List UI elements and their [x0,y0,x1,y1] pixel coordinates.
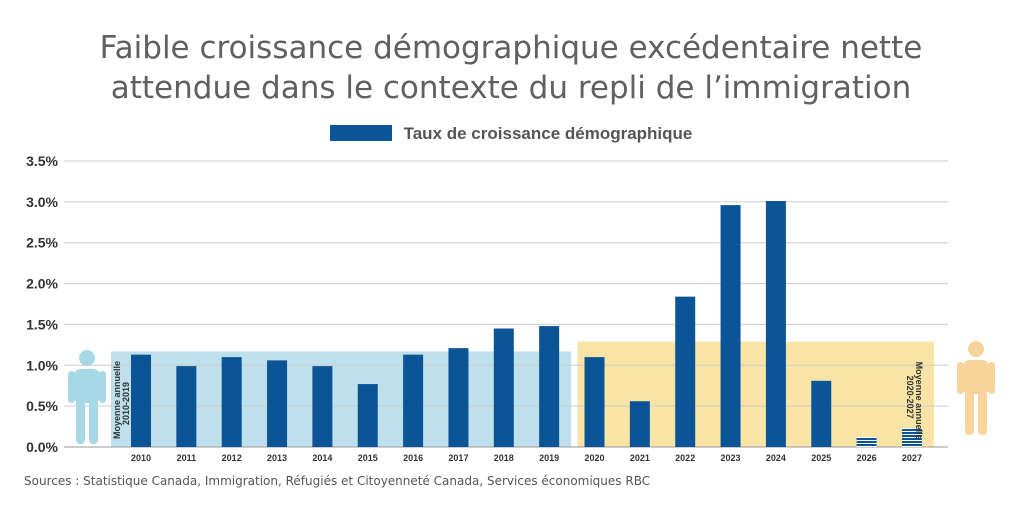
bar-2020 [584,357,605,447]
x-tick-label: 2026 [857,453,877,463]
y-tick-label: 0.5% [26,398,58,414]
person-arm-right [988,362,995,394]
bars [131,201,922,447]
bar-2010 [131,354,151,447]
labels: Moyenne annuelle 2010-2019 Moyenne annuell… [26,153,924,463]
bar-2015 [357,384,378,447]
bar-2024 [765,201,786,447]
x-tick-label: 2014 [312,453,332,463]
y-tick-label: 2.5% [26,235,58,251]
bar-2027 [901,428,922,447]
x-tick-label: 2012 [222,453,242,463]
person-icon [957,341,995,435]
x-tick-label: 2024 [766,453,786,463]
person-icons [68,341,995,444]
person-arm-right [99,371,106,403]
bar-2018 [493,328,514,447]
y-tick-label: 3.5% [26,153,58,169]
person-head [968,341,984,357]
bar-2022 [675,296,696,447]
chart-title: Faible croissance démographique excédent… [0,28,1022,108]
x-tick-label: 2011 [177,453,197,463]
x-tick-label: 2021 [630,453,650,463]
person-head [79,350,95,366]
person-arm-left [957,362,964,394]
chart-title-line-1: Faible croissance démographique excédent… [99,30,923,66]
bar-2019 [539,326,560,447]
bar-2011 [176,366,197,447]
chart-title-line-2: attendue dans le contexte du repli de l’… [110,70,912,106]
person-torso [962,360,990,394]
y-tick-label: 0.0% [26,439,58,455]
x-tick-label: 2013 [267,453,287,463]
x-tick-label: 2010 [131,453,151,463]
bar-2013 [267,360,288,447]
average-label-line1: Moyenne annuelle [112,361,122,439]
legend-label: Taux de croissance démographique [403,124,693,143]
x-tick-label: 2022 [675,453,695,463]
y-tick-label: 2.0% [26,276,58,292]
person-leg-left [965,389,974,435]
person-icon [68,350,106,444]
x-tick-label: 2023 [721,453,741,463]
person-leg-right [89,398,98,444]
x-tick-label: 2020 [584,453,604,463]
person-torso [73,369,101,403]
y-tick-label: 1.0% [26,357,58,373]
x-tick-label: 2027 [902,453,922,463]
y-tick-label: 1.5% [26,316,58,332]
average-label-line2: 2010-2019 [121,382,131,425]
average-label-line2: 2020-2027 [905,376,915,419]
bar-2012 [221,357,242,447]
bar-2014 [312,366,333,447]
bar-2021 [629,401,650,447]
y-tick-label: 3.0% [26,194,58,210]
x-tick-label: 2016 [403,453,423,463]
sources-note: Sources : Statistique Canada, Immigratio… [24,474,651,488]
x-tick-label: 2025 [811,453,831,463]
x-tick-label: 2018 [494,453,514,463]
average-label-line1: Moyenne annuelle [914,362,924,440]
person-leg-left [76,398,85,444]
average-label-2010-2019: Moyenne annuelle 2010-2019 [112,361,131,439]
bar-2016 [403,354,424,447]
x-tick-label: 2017 [448,453,468,463]
chart-legend: Taux de croissance démographique [0,124,1022,144]
legend-swatch [329,125,392,141]
bar-2025 [811,380,832,447]
x-tick-label: 2019 [539,453,559,463]
person-arm-left [68,371,75,403]
bar-2026 [856,437,877,447]
gridlines [64,160,948,448]
person-leg-right [978,389,987,435]
bar-2023 [720,205,741,447]
bar-2017 [448,348,469,447]
x-tick-label: 2015 [358,453,378,463]
